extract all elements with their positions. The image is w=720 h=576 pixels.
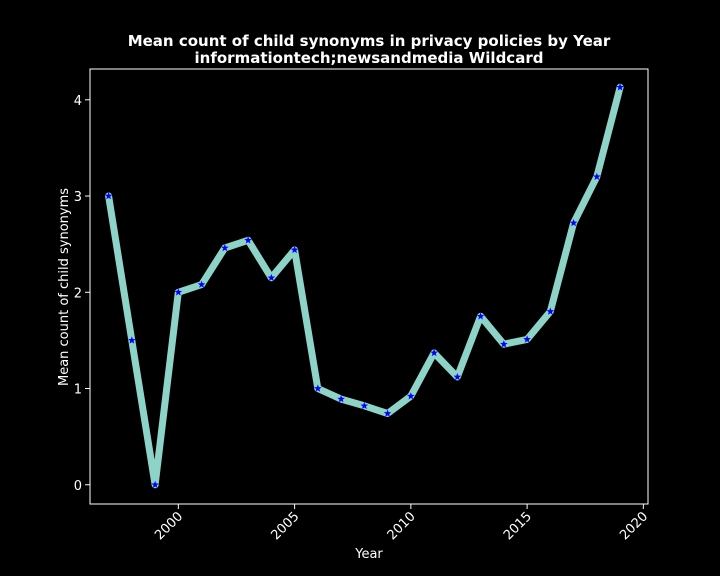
y-tick-label: 3 bbox=[74, 190, 82, 205]
y-tick-label: 0 bbox=[74, 479, 82, 494]
data-point bbox=[267, 273, 276, 282]
plot-frame bbox=[89, 68, 649, 505]
data-point bbox=[383, 409, 392, 417]
y-tick-label: 4 bbox=[74, 94, 82, 109]
data-point bbox=[569, 218, 578, 227]
data-point bbox=[128, 336, 136, 344]
data-point bbox=[476, 312, 485, 320]
data-point bbox=[221, 244, 229, 252]
data-point bbox=[314, 384, 322, 392]
data-point bbox=[500, 340, 508, 348]
data-point bbox=[430, 348, 438, 357]
x-axis-label: Year bbox=[354, 547, 383, 562]
data-point bbox=[337, 395, 345, 403]
data-point bbox=[453, 372, 462, 381]
y-tick-label: 2 bbox=[74, 286, 82, 301]
data-point bbox=[244, 236, 252, 244]
series-layer bbox=[104, 83, 624, 489]
data-point bbox=[616, 83, 624, 91]
data-point bbox=[151, 480, 159, 488]
data-point bbox=[197, 280, 206, 288]
y-axis: 0 1 2 3 4 bbox=[74, 94, 90, 494]
data-point bbox=[593, 172, 601, 181]
chart-title-line-2: informationtech;newsandmedia Wildcard bbox=[195, 49, 544, 67]
data-point bbox=[104, 192, 113, 200]
data-point bbox=[523, 335, 531, 343]
y-axis-label: Mean count of child synonyms bbox=[57, 188, 72, 386]
data-point bbox=[546, 307, 555, 315]
data-point bbox=[360, 401, 369, 410]
y-tick-label: 1 bbox=[74, 383, 82, 398]
data-point bbox=[290, 245, 299, 254]
data-point bbox=[174, 288, 183, 296]
data-point bbox=[407, 392, 415, 400]
chart-title-line-1: Mean count of child synonyms in privacy … bbox=[128, 32, 611, 50]
